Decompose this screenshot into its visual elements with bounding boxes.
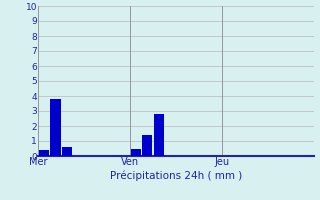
Bar <box>51 99 61 156</box>
X-axis label: Précipitations 24h ( mm ): Précipitations 24h ( mm ) <box>110 170 242 181</box>
Bar <box>154 114 164 156</box>
Bar <box>131 148 141 156</box>
Bar <box>142 135 153 156</box>
Bar <box>39 150 49 156</box>
Bar <box>62 147 72 156</box>
